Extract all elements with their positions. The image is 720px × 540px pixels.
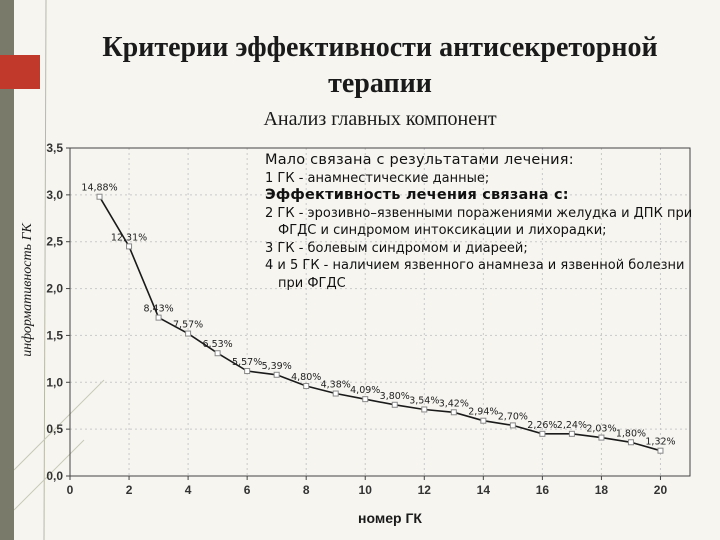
data-point [539, 430, 546, 437]
note-header-1: Мало связана с результатами лечения: [265, 152, 574, 168]
data-point [155, 314, 162, 321]
x-tick-label: 12 [418, 483, 432, 497]
x-tick-label: 8 [303, 483, 310, 497]
data-label: 1,80% [616, 428, 646, 439]
plot-frame [69, 147, 691, 477]
y-tick-label: 2,0 [46, 282, 63, 296]
left-decor-band [0, 0, 14, 540]
x-ticks: 0 2 4 6 8 10 12 14 16 18 20 [67, 476, 668, 497]
x-tick-label: 18 [595, 483, 609, 497]
x-axis-label: номер ГК [358, 510, 422, 526]
data-label: 5,57% [232, 357, 262, 368]
note-item-3: 3 ГК - болевым синдромом и диареей; [265, 240, 528, 256]
data-point [391, 401, 398, 408]
y-tick-label: 1,0 [46, 375, 63, 389]
y-ticks: 0,0 0,5 1,0 1,5 2,0 2,5 3,0 3,5 [46, 141, 70, 483]
decorative-lines [14, 0, 105, 540]
data-point [421, 406, 428, 413]
x-tick-label: 4 [185, 483, 192, 497]
data-label: 2,26% [527, 420, 557, 431]
data-label: 14,88% [81, 183, 117, 194]
y-axis-label: информативность ГК [20, 223, 35, 357]
data-label: 6,53% [203, 339, 233, 350]
slide-subtitle: Анализ главных компонент [263, 108, 497, 130]
data-labels: 14,88% 12,31% 8,43%7,57%6,53% 5,57% 5,39%4,8… [81, 183, 675, 448]
note-header-2: Эффективность лечения связана с: [265, 187, 569, 203]
data-label: 4,38% [321, 380, 351, 391]
data-point [657, 447, 664, 454]
data-label: 2,94% [468, 407, 498, 418]
data-point [568, 430, 575, 437]
y-tick-label: 2,5 [46, 235, 63, 249]
note-item-4: 4 и 5 ГК - наличием язвенного анамнеза и… [265, 258, 685, 291]
x-tick-label: 0 [67, 483, 74, 497]
y-tick-label: 0,5 [46, 422, 63, 436]
note-item-1: 1 ГК - анамнестические данные; [265, 170, 490, 186]
x-tick-label: 6 [244, 483, 251, 497]
title-line-2: терапии [328, 68, 432, 99]
y-tick-label: 0,0 [46, 469, 63, 483]
data-point [509, 422, 516, 429]
data-label: 2,03% [586, 424, 616, 435]
data-point [244, 368, 251, 375]
accent-tab [0, 55, 40, 89]
x-tick-label: 2 [126, 483, 133, 497]
y-tick-label: 3,5 [46, 141, 63, 155]
data-label: 7,57% [173, 320, 203, 331]
data-label: 3,80% [380, 391, 410, 402]
interpretation-note: Мало связана с результатами лечения: 1 Г… [265, 152, 705, 292]
data-label: 5,39% [262, 361, 292, 372]
data-point [332, 390, 339, 397]
y-tick-label: 3,0 [46, 188, 63, 202]
x-tick-label: 10 [359, 483, 373, 497]
data-point [598, 434, 605, 441]
data-point [362, 396, 369, 403]
data-point [214, 350, 221, 357]
note-item-2: 2 ГК - эрозивно–язвенными поражениями же… [265, 205, 693, 239]
data-label: 4,09% [350, 385, 380, 396]
data-label: 8,43% [143, 304, 173, 315]
data-point [303, 383, 310, 390]
data-point [450, 409, 457, 416]
series-line [98, 196, 661, 452]
data-point [96, 193, 103, 200]
data-label: 12,31% [111, 232, 147, 243]
data-point [126, 243, 133, 250]
data-label: 3,54% [409, 395, 439, 406]
x-tick-label: 14 [477, 483, 491, 497]
data-label: 2,70% [498, 411, 528, 422]
data-label: 2,24% [557, 420, 587, 431]
data-point [273, 371, 280, 378]
title-line-1: Критерии эффективности антисекреторной [102, 32, 658, 63]
scree-plot: 0,0 0,5 1,0 1,5 2,0 2,5 3,0 3,5 0 2 4 6 8 10 12 14 16 18… [46, 141, 691, 497]
data-label: 4,80% [291, 372, 321, 383]
y-tick-label: 1,5 [46, 328, 63, 342]
data-point [185, 330, 192, 337]
x-tick-label: 16 [536, 483, 550, 497]
data-point [480, 417, 487, 424]
data-point [627, 439, 634, 446]
slide-title: Критерии эффективности антисекреторной т… [40, 30, 720, 102]
x-tick-label: 20 [654, 483, 668, 497]
series-points [96, 193, 664, 454]
data-label: 1,32% [645, 437, 675, 448]
data-label: 3,42% [439, 398, 469, 409]
